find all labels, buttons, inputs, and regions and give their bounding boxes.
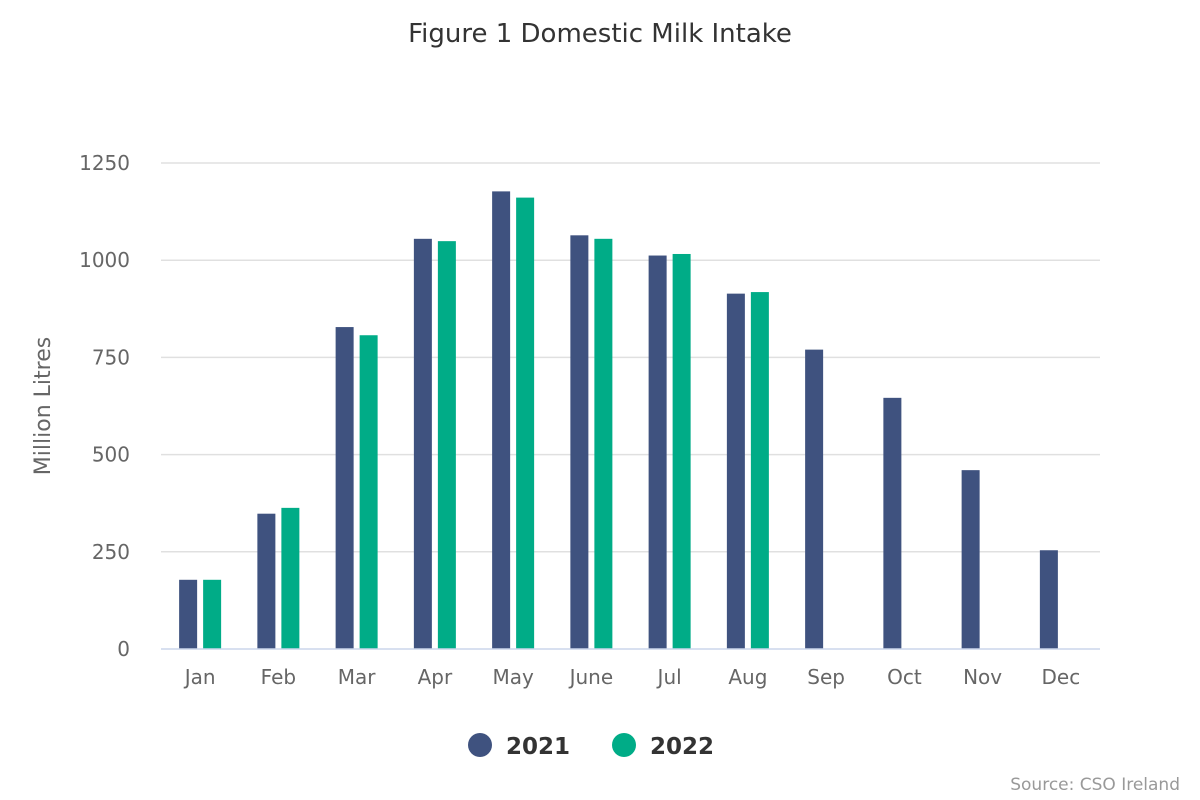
source-credit[interactable]: Source: CSO Ireland <box>1010 775 1180 795</box>
x-tick-label: June <box>568 665 614 689</box>
bar-2021-sep[interactable] <box>805 349 824 649</box>
legend-marker <box>612 733 636 757</box>
y-axis-ticks: 0 250 500 750 1000 1250 <box>79 151 130 661</box>
bar-2021-dec[interactable] <box>1039 550 1058 649</box>
y-tick-label: 1250 <box>79 151 130 175</box>
x-tick-label: Nov <box>963 665 1002 689</box>
gridlines <box>161 162 1100 553</box>
bar-2021-oct[interactable] <box>883 397 902 649</box>
bar-2022-mar[interactable] <box>359 335 378 649</box>
legend: 2021 2022 <box>468 733 714 760</box>
bar-2022-jul[interactable] <box>672 253 691 650</box>
bar-2022-aug[interactable] <box>750 292 769 649</box>
bar-2022-june[interactable] <box>594 238 613 650</box>
x-tick-label: Apr <box>418 665 453 689</box>
bar-2021-aug[interactable] <box>726 293 745 649</box>
bars <box>179 191 1058 650</box>
bar-2021-feb[interactable] <box>257 513 276 649</box>
y-tick-label: 1000 <box>79 248 130 272</box>
bar-2022-may[interactable] <box>516 197 535 649</box>
legend-item-2021[interactable]: 2021 <box>468 733 570 760</box>
y-tick-label: 500 <box>92 443 130 467</box>
x-tick-label: Mar <box>338 665 377 689</box>
x-tick-label: Dec <box>1042 665 1081 689</box>
bar-2021-apr[interactable] <box>413 238 432 650</box>
legend-marker <box>468 733 492 757</box>
bar-2021-nov[interactable] <box>961 470 980 649</box>
bar-2021-jul[interactable] <box>648 255 667 649</box>
x-tick-label: Sep <box>807 665 845 689</box>
x-tick-label: Feb <box>261 665 296 689</box>
x-tick-label: Jul <box>656 665 682 689</box>
legend-item-2022[interactable]: 2022 <box>612 733 714 760</box>
x-tick-label: May <box>492 665 534 689</box>
x-tick-label: Jan <box>183 665 216 689</box>
bar-2021-mar[interactable] <box>335 327 354 649</box>
y-tick-label: 250 <box>92 540 130 564</box>
x-axis-ticks: Jan Feb Mar Apr May June Jul Aug Sep Oct Nov Dec <box>183 665 1081 689</box>
bar-2022-jan[interactable] <box>203 579 222 649</box>
bar-2022-feb[interactable] <box>281 507 300 649</box>
bar-2021-june[interactable] <box>570 235 589 649</box>
chart-title: Figure 1 Domestic Milk Intake <box>408 19 792 49</box>
legend-label: 2021 <box>506 734 570 760</box>
y-tick-label: 750 <box>92 345 130 369</box>
legend-label: 2022 <box>650 734 714 760</box>
x-tick-label: Oct <box>887 665 922 689</box>
y-tick-label: 0 <box>117 637 130 661</box>
y-axis-title: Million Litres <box>31 337 56 475</box>
bar-2022-apr[interactable] <box>437 241 456 649</box>
x-tick-label: Aug <box>728 665 767 689</box>
bar-2021-jan[interactable] <box>179 579 198 649</box>
bar-2021-may[interactable] <box>492 191 511 650</box>
